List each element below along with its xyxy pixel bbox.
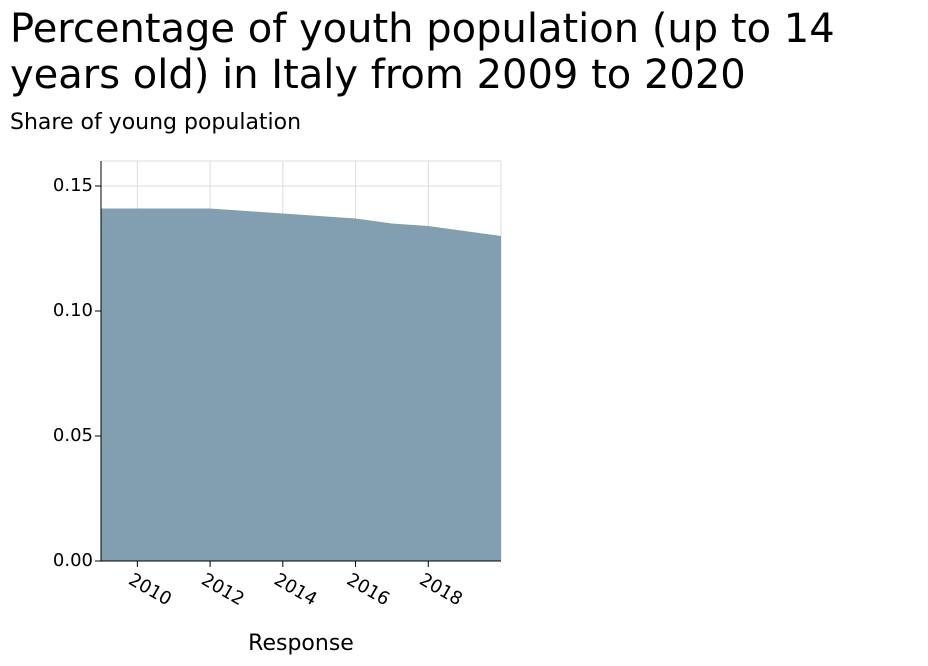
x-tick-label: 2010 bbox=[125, 569, 175, 610]
area-layer bbox=[101, 208, 501, 561]
y-axis-label: Share of young population bbox=[10, 110, 302, 135]
chart-title: Percentage of youth population (up to 14… bbox=[10, 6, 835, 98]
axes bbox=[100, 161, 501, 562]
x-tick-label: 2016 bbox=[343, 569, 393, 610]
y-tick-label: 0.10 bbox=[53, 300, 93, 321]
x-tick-label: 2014 bbox=[270, 569, 320, 610]
x-tick-labels: 2010 2012 2014 2016 2018 bbox=[125, 561, 466, 610]
y-tick-labels: 0.00 0.05 0.10 0.15 bbox=[53, 175, 101, 571]
y-tick-label: 0.15 bbox=[53, 175, 93, 196]
area-series bbox=[101, 208, 501, 561]
y-tick-label: 0.05 bbox=[53, 425, 93, 446]
x-axis-label: Response bbox=[248, 631, 354, 656]
x-tick-label: 2018 bbox=[416, 569, 466, 610]
x-tick-label: 2012 bbox=[198, 569, 248, 610]
y-tick-label: 0.00 bbox=[53, 550, 93, 571]
